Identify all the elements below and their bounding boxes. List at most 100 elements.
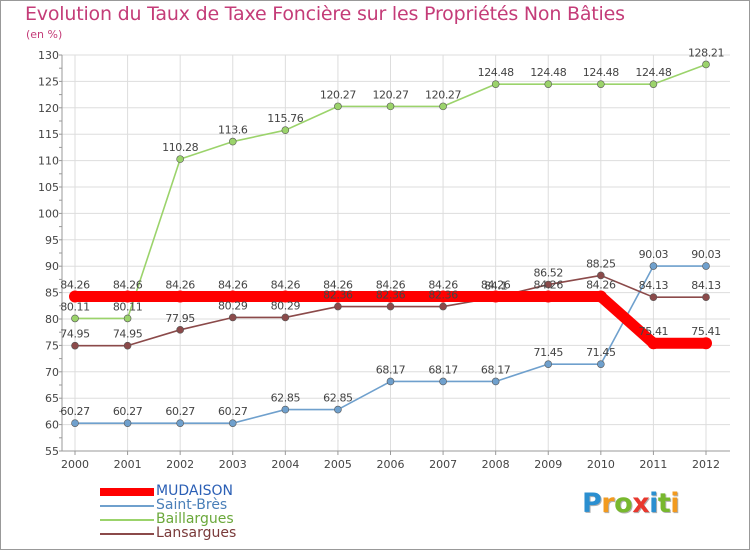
data-point — [491, 377, 500, 386]
data-label: 75.41 — [691, 325, 721, 338]
data-label: 74.95 — [60, 328, 90, 341]
data-label: 88.25 — [586, 257, 616, 270]
data-label: 84.26 — [323, 279, 353, 292]
data-point — [649, 262, 658, 270]
data-labels: 84.26 84.26 84.26 84.26 84.26 84.26 84.26 84.26… — [60, 46, 724, 418]
data-label: 128.21 — [688, 46, 724, 59]
data-point — [544, 80, 553, 88]
data-point — [176, 155, 184, 163]
data-label: 120.27 — [320, 88, 356, 101]
data-label: 84.26 — [376, 279, 406, 292]
legend-label: MUDAISON — [156, 483, 233, 499]
data-point — [386, 102, 395, 111]
data-label: 60.27 — [113, 405, 143, 418]
data-point — [123, 314, 132, 323]
data-label: 120.27 — [372, 88, 408, 101]
y-tick-label: 90 — [45, 260, 59, 273]
data-point — [439, 377, 447, 386]
data-point — [71, 419, 79, 427]
data-point — [279, 290, 292, 303]
data-label: 90.03 — [691, 248, 721, 261]
data-point — [331, 290, 344, 303]
data-label: 84.26 — [271, 279, 301, 292]
data-label: 110.28 — [162, 141, 198, 154]
data-point — [544, 360, 553, 368]
logo-letter: o — [614, 488, 633, 519]
unit-label: (en %) — [26, 28, 63, 41]
legend-label: Saint-Brès — [156, 497, 228, 513]
data-label: 90.03 — [639, 248, 669, 261]
data-point — [71, 314, 79, 323]
x-tick-label: 2010 — [587, 458, 615, 471]
data-label: 80.29 — [271, 299, 301, 312]
x-tick-label: 2005 — [324, 458, 352, 471]
data-label: 60.27 — [218, 405, 248, 418]
y-tick-label: 75 — [45, 339, 59, 352]
data-label: 124.48 — [478, 66, 514, 79]
data-point — [594, 290, 607, 303]
y-tick-label: 110 — [38, 155, 59, 168]
data-label: 71.45 — [586, 346, 616, 359]
axes: 55 60 65 70 75 80 85 90 95 100 105 110 115 120 125 130 2… — [38, 49, 730, 471]
x-tick-label: 2004 — [271, 458, 299, 471]
data-point — [439, 302, 447, 311]
data-label: 62.85 — [323, 392, 353, 405]
data-point — [176, 326, 184, 334]
data-point — [491, 80, 500, 88]
y-tick-label: 95 — [45, 234, 59, 247]
data-label: 84.26 — [428, 279, 458, 292]
data-point — [123, 341, 132, 350]
y-tick-label: 130 — [38, 49, 59, 62]
y-tick-label: 120 — [38, 102, 59, 115]
data-point — [544, 280, 553, 289]
data-point — [597, 271, 605, 280]
data-label: 84.13 — [639, 279, 669, 292]
data-point — [69, 290, 81, 303]
x-tick-label: 2003 — [219, 458, 247, 471]
data-label: 124.48 — [635, 66, 671, 79]
logo-letter: i — [670, 488, 680, 519]
series — [69, 60, 712, 427]
data-label: 74.95 — [113, 328, 143, 341]
legend-label: Lansargues — [156, 525, 237, 541]
data-point — [334, 102, 342, 111]
x-tick-label: 2008 — [482, 458, 510, 471]
data-point — [597, 360, 605, 368]
data-label: 84.1 — [484, 279, 507, 292]
y-tick-label: 65 — [45, 392, 59, 405]
data-label: 115.76 — [267, 112, 303, 125]
y-tick-label: 70 — [45, 366, 59, 379]
data-point — [334, 405, 342, 414]
data-label: 113.6 — [218, 124, 248, 137]
data-point — [649, 293, 658, 301]
data-point — [542, 290, 555, 303]
data-label: 82.36 — [323, 289, 353, 302]
data-point — [334, 302, 342, 311]
data-point — [386, 377, 395, 386]
data-point — [121, 290, 134, 303]
logo-letter: x — [632, 488, 650, 519]
data-point — [702, 262, 710, 270]
data-point — [228, 313, 237, 322]
grid — [62, 54, 730, 452]
data-label: 120.27 — [425, 88, 461, 101]
data-label: 84.26 — [113, 279, 143, 292]
x-tick-label: 2011 — [639, 458, 667, 471]
data-point — [647, 337, 660, 350]
data-label: 80.11 — [60, 300, 90, 313]
data-label: 71.45 — [534, 346, 564, 359]
y-tick-label: 80 — [45, 313, 59, 326]
data-point — [281, 405, 290, 414]
data-label: 84.26 — [481, 279, 511, 292]
y-tick-label: 60 — [45, 419, 59, 432]
y-tick-label: 55 — [45, 445, 59, 458]
plot-area — [62, 55, 730, 451]
x-tick-label: 2001 — [114, 458, 142, 471]
data-point — [489, 290, 502, 303]
data-label: 84.26 — [60, 279, 90, 292]
data-point — [597, 80, 605, 88]
data-point — [228, 419, 237, 427]
data-label: 84.26 — [165, 279, 195, 292]
data-label: 124.48 — [530, 66, 566, 79]
